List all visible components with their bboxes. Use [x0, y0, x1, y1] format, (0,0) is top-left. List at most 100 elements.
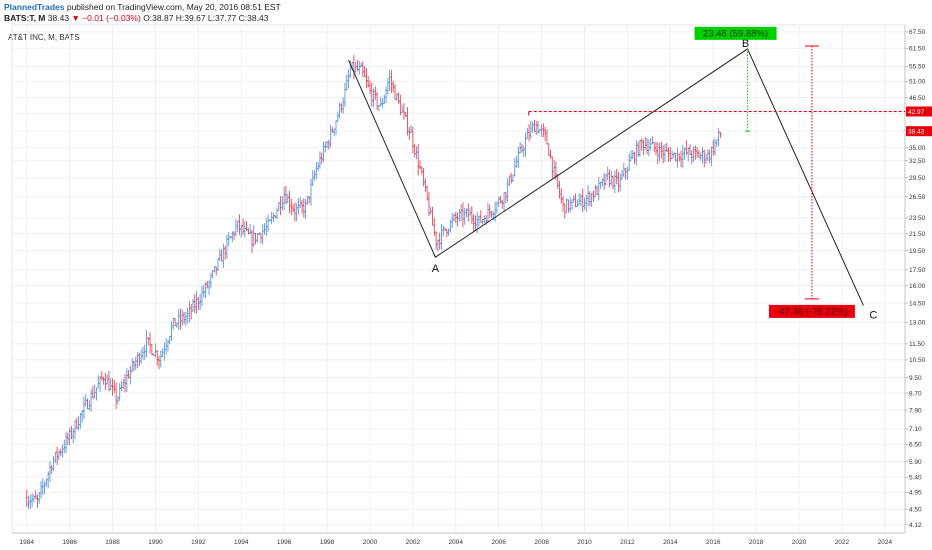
measure-up-label: 23.48 (59.88%) [703, 28, 768, 39]
y-tick-label: 26.50 [909, 194, 926, 201]
ohlc-bar [302, 198, 306, 218]
ohlc-bar [134, 356, 138, 370]
ohlc-bar [420, 166, 424, 175]
ohlc-bar [525, 127, 529, 140]
ohlc-bar [340, 103, 343, 113]
ohlc-values: O:38.87 H:39.67 L:37.77 C:38.43 [143, 13, 269, 23]
ohlc-bar [458, 208, 461, 222]
ohlc-bar [109, 378, 113, 391]
ohlc-bar [154, 343, 157, 358]
ohlc-bar [172, 317, 175, 330]
ohlc-bar [80, 410, 84, 423]
ohlc-bar [184, 311, 188, 327]
ohlc-bar [434, 231, 438, 250]
ohlc-bar [551, 156, 554, 178]
ohlc-bar [272, 212, 275, 222]
ohlc-bar [608, 169, 611, 188]
ohlc-bar [719, 131, 722, 139]
ohlc-bar [427, 191, 431, 217]
ohlc-bar [232, 231, 236, 240]
ohlc-bar [236, 220, 239, 233]
x-tick-label: 2002 [406, 539, 421, 546]
y-tick-label: 19.50 [909, 248, 926, 255]
ohlc-bar [205, 280, 209, 289]
ohlc-bar [534, 121, 538, 135]
ohlc-bar [120, 381, 123, 392]
ohlc-bar [602, 173, 606, 190]
x-tick-label: 1988 [105, 539, 120, 546]
ohlc-bar [679, 150, 683, 168]
ohlc-bar [610, 170, 613, 186]
ohlc-bar [586, 185, 590, 207]
ohlc-bar [82, 396, 86, 420]
ohlc-bar [352, 55, 356, 80]
y-tick-label: 5.90 [909, 459, 922, 466]
ohlc-bar [595, 185, 599, 195]
ohlc-bar [100, 371, 104, 381]
ohlc-bar [361, 61, 365, 78]
ohlc-bar [216, 257, 220, 272]
ohlc-bar [254, 232, 257, 245]
chart-title: AT&T INC, M, BATS [8, 33, 80, 42]
ohlc-bar [504, 191, 508, 204]
ohlc-bar [318, 151, 322, 169]
ohlc-bar [500, 199, 504, 209]
ohlc-bar [55, 446, 59, 465]
ohlc-bar [468, 207, 472, 216]
ohlc-bar [631, 150, 635, 159]
ohlc-bar [517, 146, 520, 169]
ohlc-bar [150, 343, 154, 356]
ohlc-bar [104, 373, 107, 391]
ohlc-bar [39, 480, 43, 499]
ohlc-bar [288, 190, 291, 213]
ohlc-bar [692, 146, 695, 163]
ohlc-bar [567, 199, 570, 213]
ohlc-bar [529, 120, 533, 140]
ohlc-bar [618, 173, 622, 192]
ohlc-bar [179, 308, 182, 330]
x-tick-label: 2022 [835, 539, 850, 546]
y-tick-label: 7.90 [909, 407, 922, 414]
ohlc-bar [138, 352, 141, 367]
x-tick-label: 1998 [320, 539, 335, 546]
pattern-point-label: C [869, 309, 877, 321]
ohlc-bar [30, 493, 34, 507]
ohlc-bar [62, 439, 66, 454]
y-tick-label: 46.50 [909, 95, 926, 102]
ohlc-bar [159, 350, 163, 368]
ohlc-bar [463, 207, 467, 225]
ohlc-bar [202, 284, 206, 298]
ohlc-bar [563, 203, 567, 219]
x-tick-label: 1990 [148, 539, 163, 546]
x-tick-label: 2012 [620, 539, 635, 546]
ohlc-bar [225, 234, 229, 259]
ohlc-bar [370, 82, 374, 107]
ohlc-bar [676, 147, 679, 168]
ohlc-bar [660, 141, 663, 159]
y-tick-label: 32.50 [909, 158, 926, 165]
publisher-link[interactable]: PlannedTrades [4, 2, 65, 12]
ohlc-bar [129, 365, 132, 385]
y-tick-label: 61.50 [909, 46, 926, 53]
ohlc-bar [654, 141, 658, 156]
ohlc-bar [243, 221, 247, 238]
ohlc-bar [121, 378, 125, 390]
y-tick-label: 14.50 [909, 300, 926, 307]
x-tick-label: 2006 [491, 539, 506, 546]
ohlc-bar [645, 138, 649, 155]
ohlc-bar [107, 371, 111, 391]
ohlc-bar [638, 139, 642, 157]
ohlc-bar [266, 214, 270, 232]
y-tick-label: 29.50 [909, 175, 926, 182]
ohlc-bar [388, 69, 391, 92]
last-price-value: 38.43 [47, 13, 70, 23]
ohlc-bar [320, 152, 324, 165]
ohlc-bar [409, 125, 413, 133]
last-price-tag [906, 126, 932, 137]
resistance-price-tag [906, 106, 932, 117]
ohlc-bar [617, 171, 620, 193]
y-tick-label: 9.50 [909, 375, 922, 382]
symbol-label: BATS:T, M [4, 13, 46, 23]
ohlc-bar [261, 224, 265, 245]
